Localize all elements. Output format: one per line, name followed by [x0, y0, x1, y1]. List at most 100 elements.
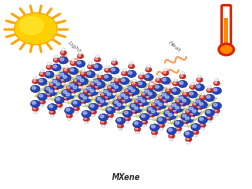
Circle shape: [95, 86, 98, 88]
Circle shape: [167, 89, 169, 91]
Circle shape: [197, 100, 200, 103]
Circle shape: [100, 115, 104, 118]
Circle shape: [112, 92, 116, 95]
Circle shape: [41, 70, 43, 71]
Circle shape: [198, 75, 200, 77]
Circle shape: [106, 92, 115, 99]
Circle shape: [208, 116, 210, 118]
Circle shape: [61, 82, 65, 85]
Circle shape: [79, 93, 88, 100]
Circle shape: [87, 72, 91, 75]
Circle shape: [153, 101, 155, 102]
Circle shape: [156, 75, 161, 78]
Circle shape: [100, 92, 107, 97]
Circle shape: [194, 135, 196, 136]
Circle shape: [190, 84, 196, 89]
Circle shape: [174, 113, 178, 116]
Circle shape: [71, 93, 75, 96]
Circle shape: [159, 103, 162, 106]
Circle shape: [157, 110, 159, 111]
Circle shape: [197, 85, 200, 88]
Circle shape: [76, 60, 85, 67]
Circle shape: [60, 73, 64, 76]
Circle shape: [80, 71, 87, 76]
Circle shape: [99, 73, 101, 74]
Circle shape: [91, 83, 94, 85]
Circle shape: [65, 66, 67, 67]
Circle shape: [175, 126, 182, 131]
Circle shape: [111, 60, 118, 65]
Circle shape: [34, 111, 36, 112]
Circle shape: [187, 141, 191, 144]
Circle shape: [190, 107, 193, 110]
Circle shape: [102, 90, 105, 93]
Circle shape: [75, 111, 77, 112]
Circle shape: [90, 90, 94, 92]
Circle shape: [63, 68, 70, 73]
Circle shape: [129, 65, 132, 67]
Circle shape: [123, 103, 125, 105]
Circle shape: [160, 124, 162, 126]
Circle shape: [200, 103, 203, 105]
Circle shape: [181, 106, 185, 109]
Text: MXene: MXene: [112, 174, 140, 183]
Circle shape: [109, 118, 111, 119]
Circle shape: [156, 79, 159, 81]
Circle shape: [177, 131, 179, 132]
Circle shape: [50, 111, 53, 113]
Circle shape: [131, 82, 138, 86]
Circle shape: [30, 100, 40, 107]
Circle shape: [214, 88, 217, 91]
Circle shape: [177, 96, 181, 99]
Circle shape: [208, 120, 212, 123]
Circle shape: [161, 77, 170, 84]
Circle shape: [181, 98, 191, 105]
Circle shape: [124, 89, 131, 94]
Circle shape: [106, 107, 115, 114]
Circle shape: [74, 107, 77, 109]
Circle shape: [60, 50, 67, 55]
Circle shape: [158, 95, 165, 100]
Circle shape: [122, 69, 127, 72]
Circle shape: [78, 86, 82, 89]
Circle shape: [130, 62, 132, 63]
Circle shape: [118, 128, 122, 131]
Circle shape: [133, 121, 142, 128]
Circle shape: [85, 87, 87, 88]
Circle shape: [88, 96, 92, 99]
Circle shape: [149, 113, 152, 115]
Circle shape: [51, 80, 52, 81]
Circle shape: [215, 113, 217, 114]
Circle shape: [201, 127, 203, 129]
Circle shape: [169, 114, 172, 116]
Circle shape: [45, 71, 54, 78]
Circle shape: [184, 131, 194, 138]
Circle shape: [129, 92, 132, 94]
Circle shape: [125, 86, 130, 89]
Circle shape: [32, 79, 39, 84]
Circle shape: [193, 110, 196, 112]
Circle shape: [187, 107, 189, 108]
Circle shape: [212, 87, 222, 94]
Circle shape: [74, 79, 77, 81]
Circle shape: [97, 97, 101, 100]
Circle shape: [116, 76, 118, 77]
Circle shape: [92, 114, 94, 115]
Circle shape: [181, 72, 183, 73]
Circle shape: [50, 114, 54, 117]
Circle shape: [123, 110, 132, 117]
Circle shape: [174, 114, 176, 115]
Circle shape: [82, 95, 91, 103]
Circle shape: [54, 58, 57, 60]
Circle shape: [107, 113, 114, 118]
Circle shape: [124, 116, 131, 121]
Circle shape: [167, 86, 171, 89]
Circle shape: [142, 120, 145, 122]
Circle shape: [58, 72, 68, 79]
Circle shape: [191, 82, 195, 85]
Circle shape: [66, 108, 70, 111]
Circle shape: [164, 103, 166, 104]
Circle shape: [108, 114, 111, 115]
Circle shape: [214, 109, 217, 111]
Circle shape: [89, 103, 98, 110]
